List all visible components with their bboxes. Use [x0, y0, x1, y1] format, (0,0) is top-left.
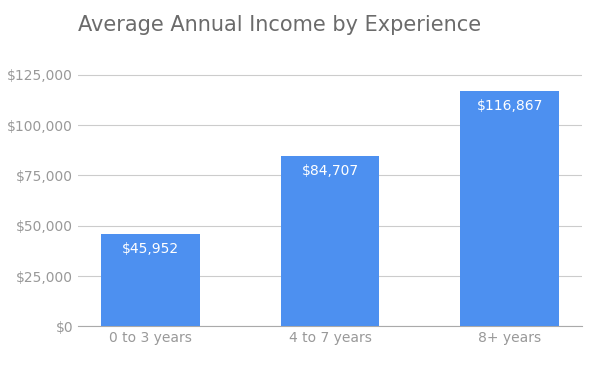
Bar — [281, 156, 379, 326]
Text: $84,707: $84,707 — [301, 164, 359, 178]
Text: $45,952: $45,952 — [122, 242, 179, 256]
Text: Average Annual Income by Experience: Average Annual Income by Experience — [78, 14, 481, 35]
Text: $116,867: $116,867 — [476, 99, 543, 113]
Bar — [101, 234, 200, 326]
Bar — [460, 91, 559, 326]
